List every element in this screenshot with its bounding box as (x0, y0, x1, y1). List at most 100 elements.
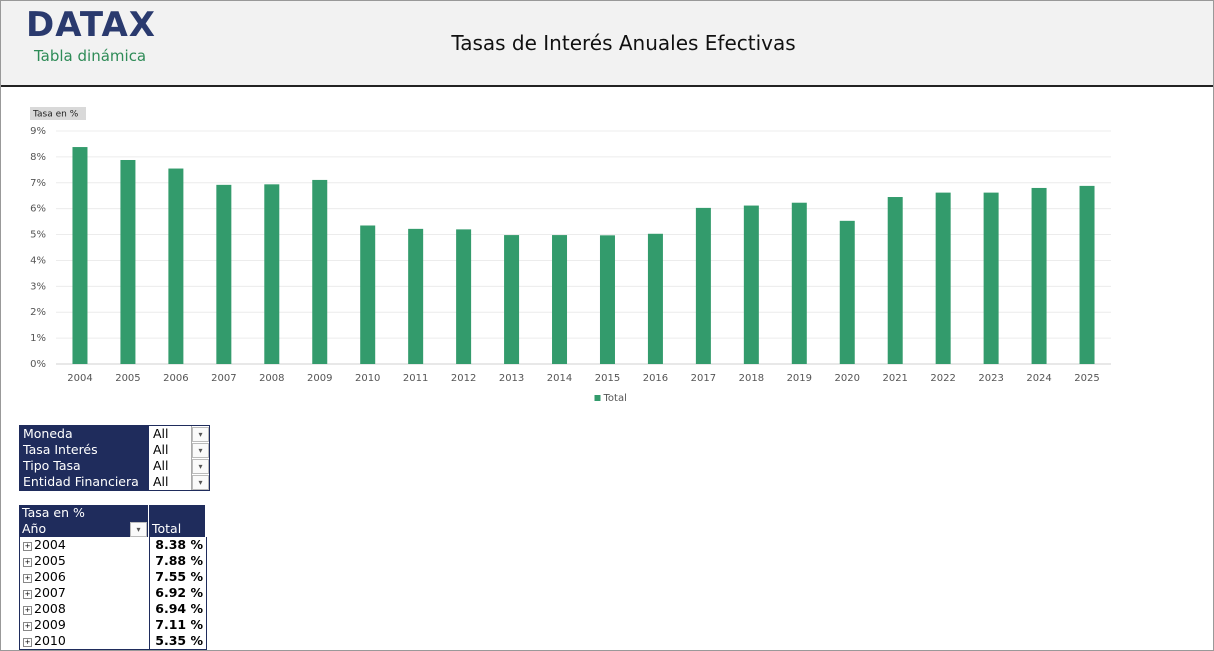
bar (360, 225, 376, 364)
expand-button[interactable]: + (23, 574, 32, 583)
filter-label: Entidad Financiera (20, 474, 150, 490)
pivot-title: Tasa en % (19, 505, 149, 521)
pivot-title-row: Tasa en % (19, 505, 207, 521)
total-cell: 5.35 % (150, 633, 207, 649)
bar (1031, 187, 1047, 364)
dropdown-button[interactable]: ▾ (192, 443, 209, 458)
pivot-header: Total (149, 521, 206, 537)
filter-row: Moneda All ▾ (20, 426, 209, 442)
bar (983, 192, 999, 364)
year-cell: +2008 (19, 601, 150, 617)
legend-label: Total (603, 393, 627, 404)
axis-label-bg (30, 107, 86, 120)
bar (1079, 185, 1095, 364)
pivot-row: +2009 7.11 % (19, 617, 207, 633)
filter-label: Tasa Interés (20, 442, 150, 458)
bar (216, 184, 232, 364)
dropdown-button[interactable]: ▾ (192, 475, 209, 490)
bar (72, 147, 88, 364)
header: DATAX Tabla dinámica Tasas de Interés An… (1, 1, 1213, 87)
x-tick-label: 2021 (882, 373, 907, 384)
header-text: Año (22, 521, 47, 536)
subtitle: Tabla dinámica (34, 47, 147, 65)
y-tick-label: 8% (30, 152, 46, 163)
expand-button[interactable]: + (23, 590, 32, 599)
year-text: 2004 (34, 537, 66, 552)
x-tick-label: 2019 (787, 373, 812, 384)
year-cell: +2004 (19, 537, 150, 553)
pivot-header: Año ▾ (19, 521, 149, 537)
filter-value: All (150, 426, 192, 442)
bar (120, 159, 136, 364)
filter-value: All (150, 458, 192, 474)
y-tick-label: 0% (30, 359, 46, 370)
year-text: 2010 (34, 633, 66, 648)
filter-row: Tasa Interés All ▾ (20, 442, 209, 458)
expand-button[interactable]: + (23, 542, 32, 551)
expand-button[interactable]: + (23, 622, 32, 631)
y-tick-label: 4% (30, 255, 46, 266)
year-text: 2009 (34, 617, 66, 632)
dropdown-button[interactable]: ▾ (192, 459, 209, 474)
filter-label: Moneda (20, 426, 150, 442)
bar (599, 235, 615, 364)
y-tick-label: 5% (30, 230, 46, 241)
total-cell: 7.88 % (150, 553, 207, 569)
pivot-table: Tasa en % Año ▾ Total +2004 8.38 % +2005 7.88 %… (19, 505, 207, 650)
expand-button[interactable]: + (23, 558, 32, 567)
x-tick-label: 2024 (1026, 373, 1051, 384)
filter-row: Entidad Financiera All ▾ (20, 474, 209, 490)
year-text: 2007 (34, 585, 66, 600)
y-tick-label: 1% (30, 333, 46, 344)
x-tick-label: 2020 (835, 373, 860, 384)
x-tick-label: 2004 (67, 373, 92, 384)
legend-swatch (594, 395, 601, 401)
bar (695, 207, 711, 364)
total-cell: 8.38 % (150, 537, 207, 553)
bar (935, 192, 951, 364)
total-cell: 6.94 % (150, 601, 207, 617)
x-tick-label: 2014 (547, 373, 572, 384)
x-tick-label: 2007 (211, 373, 236, 384)
bar (504, 235, 520, 364)
pivot-row: +2004 8.38 % (19, 537, 207, 553)
pivot-title-fill (149, 505, 206, 521)
filter-row: Tipo Tasa All ▾ (20, 458, 209, 474)
pivot-row: +2008 6.94 % (19, 601, 207, 617)
bar (647, 233, 663, 364)
bar (264, 184, 280, 364)
pivot-row: +2005 7.88 % (19, 553, 207, 569)
total-cell: 7.55 % (150, 569, 207, 585)
filter-table: Moneda All ▾ Tasa Interés All ▾ Tipo Tasa All ▾ E… (19, 425, 210, 491)
y-tick-label: 6% (30, 204, 46, 215)
pivot-row: +2007 6.92 % (19, 585, 207, 601)
x-tick-label: 2009 (307, 373, 332, 384)
expand-button[interactable]: + (23, 606, 32, 615)
x-tick-label: 2013 (499, 373, 524, 384)
bar (552, 235, 568, 364)
dropdown-button[interactable]: ▾ (192, 427, 209, 442)
year-text: 2006 (34, 569, 66, 584)
year-cell: +2006 (19, 569, 150, 585)
y-tick-label: 9% (30, 126, 46, 137)
bar (312, 179, 328, 364)
pivot-row: +2010 5.35 % (19, 633, 207, 649)
bar (743, 205, 759, 364)
x-tick-label: 2016 (643, 373, 668, 384)
expand-button[interactable]: + (23, 638, 32, 647)
y-tick-label: 7% (30, 178, 46, 189)
x-tick-label: 2006 (163, 373, 188, 384)
x-tick-label: 2015 (595, 373, 620, 384)
bar (887, 197, 903, 364)
pivot-header-row: Año ▾ Total (19, 521, 207, 537)
bar (408, 228, 424, 364)
bar (168, 168, 184, 364)
x-tick-label: 2005 (115, 373, 140, 384)
x-tick-label: 2008 (259, 373, 284, 384)
year-text: 2005 (34, 553, 66, 568)
x-tick-label: 2010 (355, 373, 380, 384)
dropdown-button[interactable]: ▾ (130, 522, 147, 537)
x-tick-label: 2023 (978, 373, 1003, 384)
x-tick-label: 2025 (1074, 373, 1099, 384)
